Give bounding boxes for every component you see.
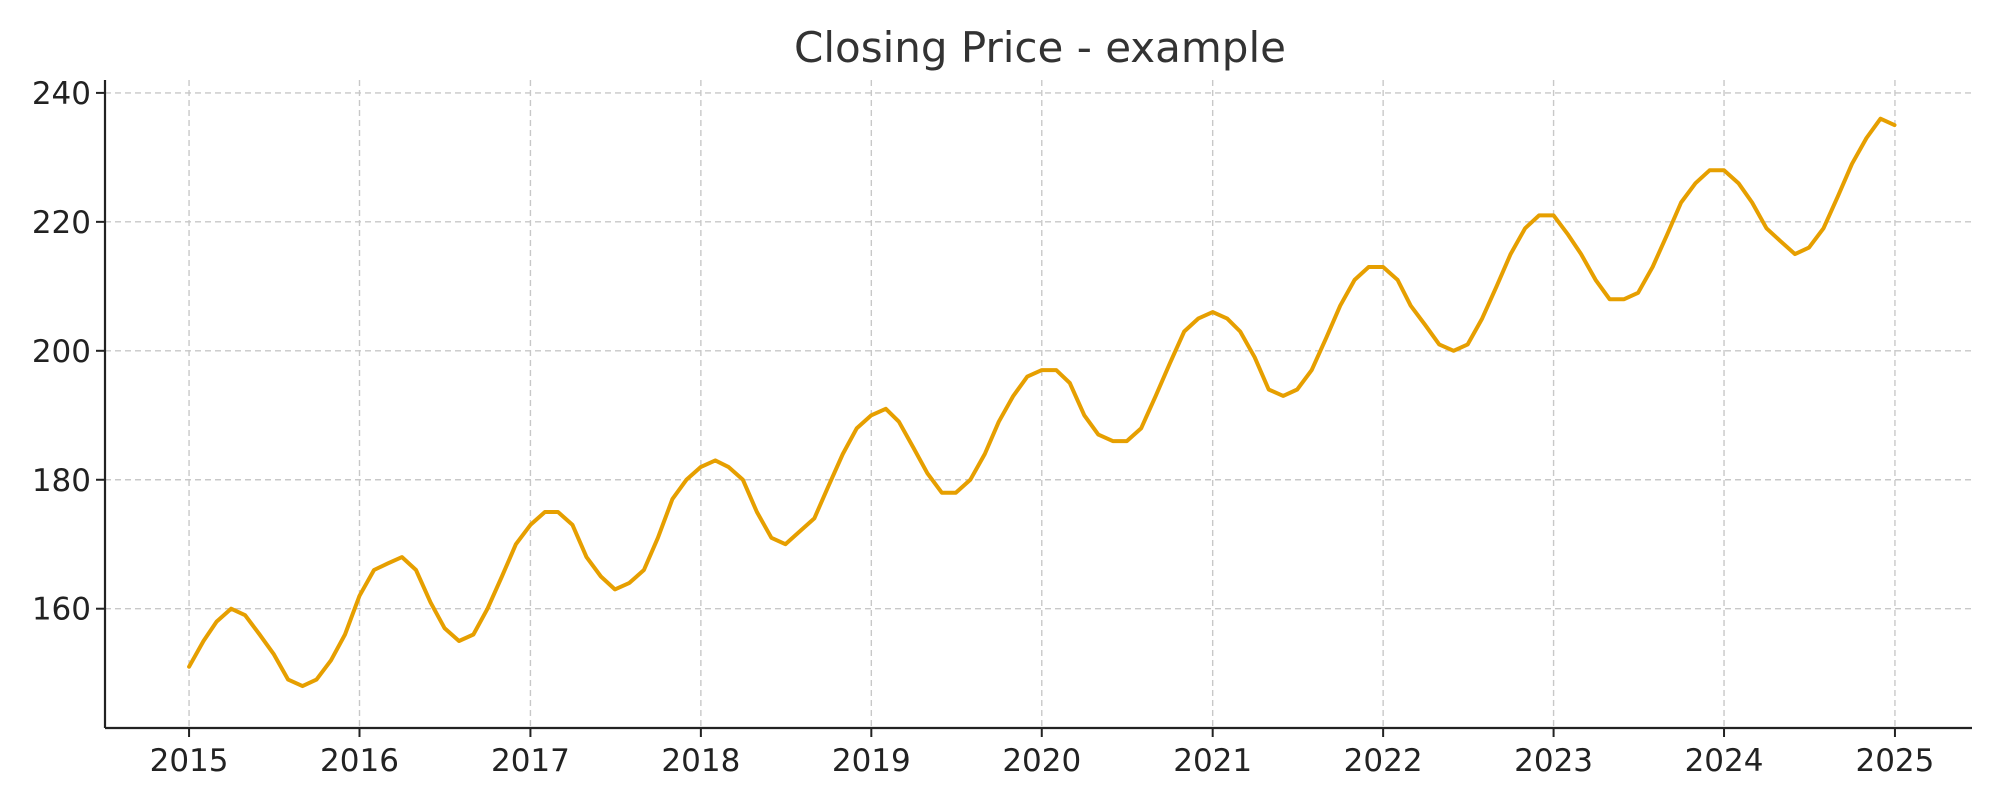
axes: 2015 2016 2017 2018 2019 2020 2021 2022 2023 2024…	[32, 76, 1972, 779]
plot-area	[187, 116, 1897, 689]
chart-title: Closing Price - example	[794, 23, 1286, 72]
y-tick-label: 220	[32, 205, 91, 241]
x-tick-label: 2016	[320, 743, 399, 779]
y-tick-label: 160	[32, 592, 91, 628]
x-tick-label: 2018	[661, 743, 740, 779]
y-tick-label: 180	[32, 463, 91, 499]
y-tick-label: 200	[32, 334, 91, 370]
grid	[105, 80, 1972, 728]
series-line	[187, 116, 1897, 689]
x-tick-label: 2025	[1855, 743, 1934, 779]
y-tick-label: 240	[32, 76, 91, 112]
x-tick-label: 2023	[1514, 743, 1593, 779]
x-tick-label: 2019	[832, 743, 911, 779]
x-tick-label: 2017	[491, 743, 570, 779]
x-tick-label: 2021	[1173, 743, 1252, 779]
x-tick-label: 2015	[150, 743, 229, 779]
x-tick-label: 2024	[1685, 743, 1764, 779]
x-tick-label: 2020	[1002, 743, 1081, 779]
x-tick-label: 2022	[1344, 743, 1423, 779]
